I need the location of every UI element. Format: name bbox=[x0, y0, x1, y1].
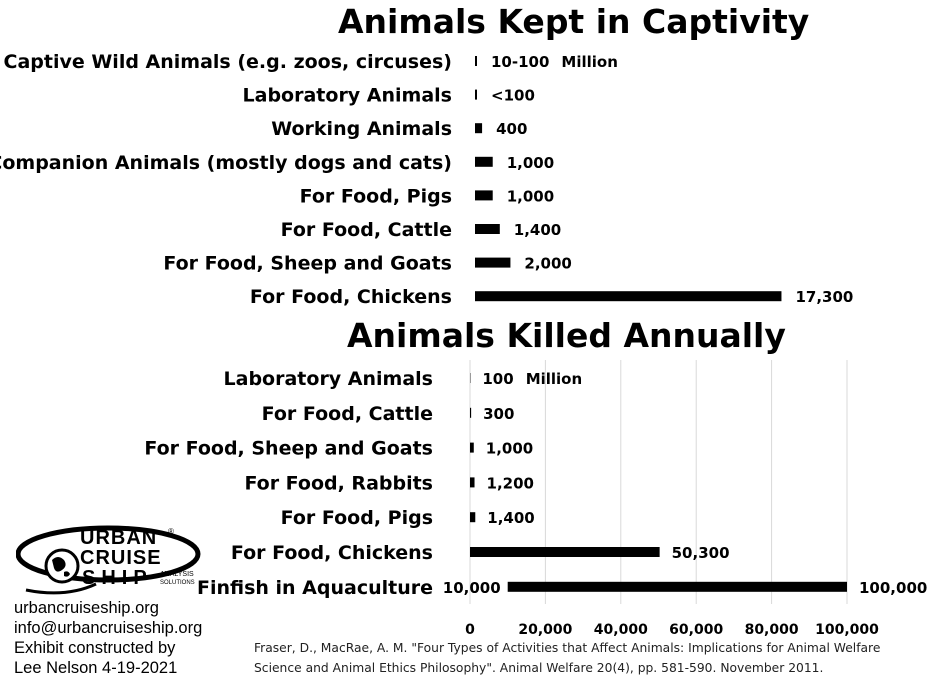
captivity-category-label: Captive Wild Animals (e.g. zoos, circuse… bbox=[4, 51, 453, 73]
logo-wave bbox=[25, 582, 97, 595]
captivity-bar bbox=[475, 56, 477, 66]
killed-bar bbox=[470, 407, 472, 418]
logo-text-urban: URBAN bbox=[80, 527, 157, 549]
captivity-category-label: For Food, Chickens bbox=[250, 286, 452, 308]
captivity-value-label: 10-100 bbox=[491, 53, 549, 71]
citation-line-2: Science and Animal Ethics Philosophy". A… bbox=[254, 661, 824, 675]
globe-continents bbox=[52, 557, 70, 577]
captivity-value-label: 2,000 bbox=[524, 255, 571, 273]
killed-bar bbox=[470, 477, 475, 488]
killed-unit-label: Million bbox=[526, 370, 582, 388]
killed-category-label: For Food, Pigs bbox=[281, 507, 433, 529]
killed-value-label: 100 bbox=[482, 370, 513, 388]
killed-category-label: Finfish in Aquaculture bbox=[197, 577, 433, 599]
killed-x-tick-label: 20,000 bbox=[518, 622, 572, 638]
captivity-bar bbox=[475, 291, 782, 302]
captivity-category-label: Working Animals bbox=[271, 118, 452, 140]
credit-line: Exhibit constructed by bbox=[14, 639, 176, 657]
killed-value-label: 50,300 bbox=[672, 544, 730, 562]
captivity-bar bbox=[475, 89, 477, 100]
credit-author: Lee Nelson 4-19-2021 bbox=[14, 659, 178, 677]
urban-cruise-ship-logo: URBAN ® CRUISE SHIP ANALYSIS SOLUTIONS bbox=[16, 525, 201, 595]
website-link[interactable]: urbancruiseship.org bbox=[14, 599, 159, 617]
logo-registered-mark: ® bbox=[168, 527, 174, 536]
killed-x-tick-label: 40,000 bbox=[594, 622, 648, 638]
captivity-category-label: For Food, Sheep and Goats bbox=[163, 253, 452, 275]
killed-bar bbox=[470, 442, 474, 453]
killed-value-label: 100,000 bbox=[859, 579, 927, 597]
captivity-unit-label: Million bbox=[561, 53, 617, 71]
captivity-value-label: <100 bbox=[491, 87, 535, 105]
logo-text-solutions: SOLUTIONS bbox=[160, 580, 195, 586]
killed-bar bbox=[470, 512, 476, 523]
email-link[interactable]: info@urbancruiseship.org bbox=[14, 619, 203, 637]
killed-value-label: 1,400 bbox=[487, 509, 534, 527]
killed-category-label: For Food, Cattle bbox=[262, 403, 433, 425]
source-citation: Fraser, D., MacRae, A. M. "Four Types of… bbox=[254, 638, 944, 678]
killed-x-tick-label: 0 bbox=[465, 622, 475, 638]
captivity-value-label: 1,000 bbox=[507, 187, 554, 205]
killed-value-label: 1,000 bbox=[486, 440, 533, 458]
killed-x-tick-label: 60,000 bbox=[669, 622, 723, 638]
killed-bar bbox=[507, 581, 847, 592]
captivity-category-label: Laboratory Animals bbox=[243, 85, 452, 107]
logo-text-ship: SHIP bbox=[82, 567, 153, 589]
chart-title-captivity: Animals Kept in Captivity bbox=[338, 2, 810, 41]
logo-text-cruise: CRUISE bbox=[80, 547, 162, 569]
captivity-value-label: 1,000 bbox=[507, 154, 554, 172]
captivity-bar bbox=[475, 123, 483, 134]
contact-block: urbancruiseship.org info@urbancruiseship… bbox=[14, 598, 202, 678]
logo-swoosh bbox=[16, 525, 201, 583]
citation-line-1: Fraser, D., MacRae, A. M. "Four Types of… bbox=[254, 641, 881, 655]
killed-x-tick-label: 100,000 bbox=[815, 622, 879, 638]
captivity-category-label: For Food, Cattle bbox=[281, 219, 452, 241]
killed-category-label: For Food, Chickens bbox=[231, 542, 433, 564]
logo-text-analysis: ANALYSIS bbox=[160, 571, 194, 578]
captivity-bar bbox=[475, 156, 493, 167]
chart-title-killed: Animals Killed Annually bbox=[347, 316, 786, 355]
captivity-category-label: For Food, Pigs bbox=[300, 185, 452, 207]
captivity-bar bbox=[475, 257, 511, 268]
killed-category-label: For Food, Rabbits bbox=[244, 472, 433, 494]
captivity-bar bbox=[475, 190, 493, 201]
killed-value-label: 300 bbox=[483, 405, 514, 423]
captivity-value-label: 400 bbox=[496, 120, 527, 138]
killed-value-label: 1,200 bbox=[487, 474, 534, 492]
captivity-value-label: 17,300 bbox=[795, 288, 853, 306]
killed-category-label: For Food, Sheep and Goats bbox=[144, 438, 433, 460]
captivity-value-label: 1,400 bbox=[514, 221, 561, 239]
killed-x-tick-label: 80,000 bbox=[745, 622, 799, 638]
captivity-category-label: Companion Animals (mostly dogs and cats) bbox=[0, 152, 452, 174]
captivity-bar bbox=[475, 224, 500, 234]
killed-bar bbox=[470, 547, 660, 557]
killed-category-label: Laboratory Animals bbox=[224, 368, 433, 390]
killed-range-start-label: 10,000 bbox=[443, 579, 501, 597]
